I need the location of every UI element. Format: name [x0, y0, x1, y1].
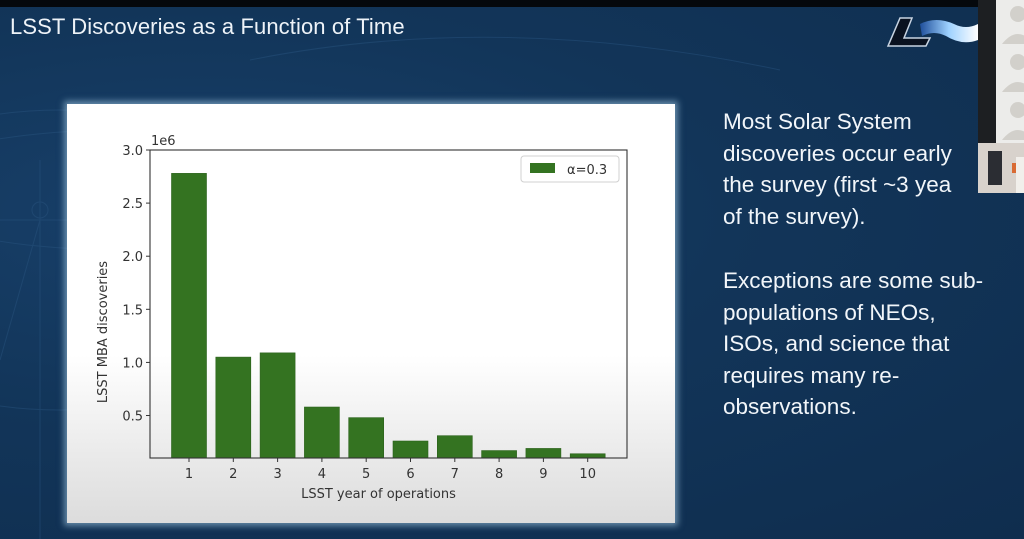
legend-label: α=0.3: [567, 163, 607, 178]
bar-year-4: [304, 406, 340, 459]
x-tick-label: 10: [579, 467, 596, 482]
bar-year-8: [481, 450, 517, 459]
x-axis-label: LSST year of operations: [301, 487, 456, 502]
window-top-bar: [0, 0, 1024, 7]
bar-year-3: [259, 352, 296, 459]
x-tick-label: 7: [451, 467, 459, 482]
text-line: Most Solar System: [723, 109, 912, 134]
y-offset-label: 1e6: [151, 134, 176, 149]
text-line: discoveries occur early: [723, 140, 952, 166]
y-axis-label: LSST MBA discoveries: [96, 261, 111, 403]
axes-frame: [149, 149, 628, 459]
text-line: Exceptions are some sub-: [723, 268, 984, 293]
lsst-logo-icon: [886, 17, 978, 47]
bar-year-2: [215, 356, 252, 459]
text-line: ISOs, and science that: [723, 331, 950, 356]
bar-year-1: [171, 173, 207, 459]
x-tick-label: 9: [539, 467, 547, 482]
x-tick-label: 2: [229, 467, 237, 482]
slide-title: LSST Discoveries as a Function of Time: [10, 14, 405, 39]
webcam-thumbnail[interactable]: [978, 143, 1024, 193]
x-tick-label: 6: [406, 467, 414, 482]
x-tick-label: 4: [318, 467, 326, 482]
y-tick-label: 1.5: [122, 303, 143, 318]
bar-year-9: [525, 448, 562, 459]
person-icon: [1002, 54, 1024, 92]
text-line: of the survey).: [723, 203, 866, 229]
bullet-paragraph-2: Exceptions are some sub- populations of …: [723, 265, 1023, 423]
x-tick-label: 1: [185, 467, 193, 482]
x-tick-label: 3: [273, 467, 281, 482]
participant-tile[interactable]: [996, 48, 1024, 96]
person-icon: [1002, 102, 1024, 140]
participant-tile[interactable]: [996, 96, 1024, 143]
y-tick-label: 2.0: [122, 250, 143, 265]
x-tick-label: 5: [362, 467, 370, 482]
chart-panel: 1 2 3 4 5 6 7 8 9 10 0.5 1.0 1.5 2.0 2.5 3.0 1e6 LSST yea…: [67, 104, 675, 523]
legend-swatch: [530, 163, 555, 173]
bar-year-7: [436, 435, 473, 459]
bullet-paragraph-1: Most Solar System discoveries occur earl…: [723, 106, 1023, 232]
bar-year-6: [392, 440, 429, 459]
y-tick-label: 0.5: [122, 410, 143, 425]
y-tick-label: 3.0: [122, 144, 143, 159]
legend-box: [520, 155, 620, 183]
y-tick-label: 1.0: [122, 356, 143, 371]
text-line: observations.: [723, 394, 857, 419]
webcam-feed-icon: [978, 143, 1024, 193]
participant-tile[interactable]: [996, 0, 1024, 48]
text-line: the survey (first ~3 yea: [723, 172, 952, 197]
person-icon: [1002, 6, 1024, 44]
y-tick-label: 2.5: [122, 197, 143, 212]
bar-chart: 1 2 3 4 5 6 7 8 9 10 0.5 1.0 1.5 2.0 2.5 3.0 1e6 LSST yea…: [96, 134, 628, 502]
x-tick-label: 8: [495, 467, 503, 482]
bar-year-10: [569, 453, 606, 459]
text-line: populations of NEOs,: [723, 299, 936, 325]
bar-year-5: [348, 417, 385, 459]
text-line: requires many re-: [723, 362, 900, 388]
participant-video-strip[interactable]: [978, 0, 1024, 143]
